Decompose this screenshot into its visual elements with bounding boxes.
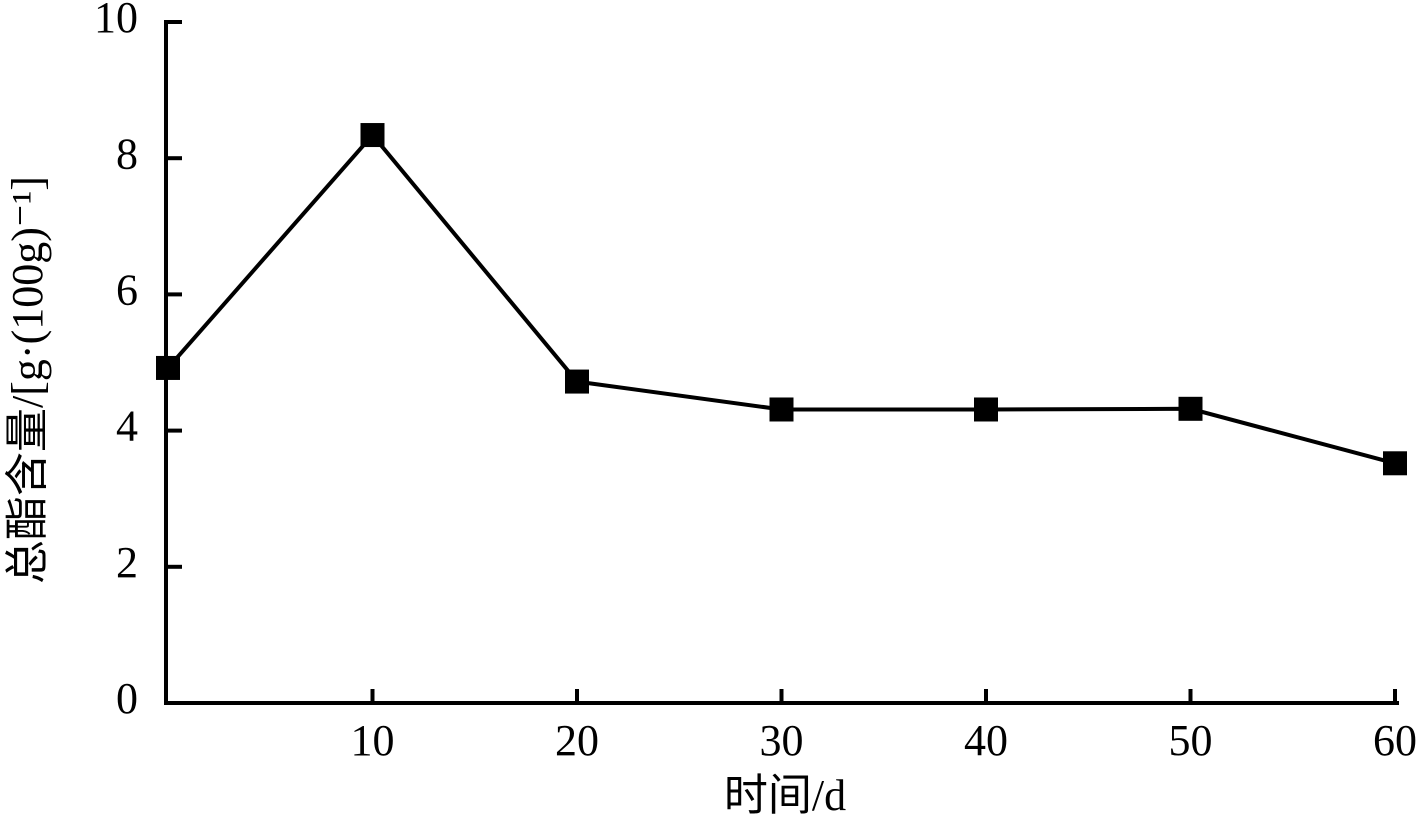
y-tick-label: 2 [116, 538, 138, 587]
y-tick-label: 8 [116, 129, 138, 178]
marker [1383, 451, 1407, 476]
marker [565, 369, 589, 394]
x-tick-label: 60 [1373, 716, 1417, 765]
y-tick-label: 0 [116, 674, 138, 723]
x-tick-label: 50 [1169, 716, 1213, 765]
y-tick-label: 4 [116, 402, 138, 451]
y-axis-label: 总酯含量/[g·(100g)⁻¹] [3, 176, 52, 584]
y-tick-label: 6 [116, 265, 138, 314]
marker [974, 397, 998, 422]
x-tick-label: 30 [760, 716, 804, 765]
x-tick-label: 10 [351, 716, 395, 765]
x-axis-label: 时间/d [724, 771, 846, 820]
marker [1178, 396, 1203, 421]
y-tick-label: 10 [94, 0, 138, 42]
marker [769, 397, 794, 422]
marker [360, 123, 385, 148]
marker [156, 355, 180, 380]
x-tick-label: 20 [555, 716, 599, 765]
x-tick-label: 40 [964, 716, 1008, 765]
